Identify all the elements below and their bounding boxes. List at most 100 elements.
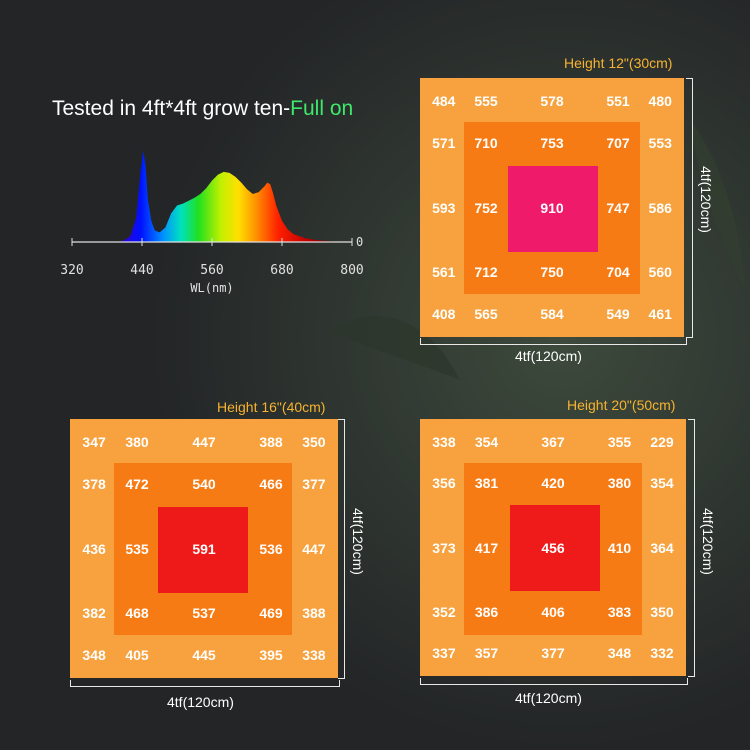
panel-2-cell-r3-c1: 436 bbox=[82, 540, 106, 557]
panel-1-height-label: 4tf(120cm) bbox=[698, 166, 714, 233]
panel-1-cell-r3-c2: 752 bbox=[474, 199, 498, 216]
panel-2-cell-r5-c1: 348 bbox=[82, 646, 106, 663]
spectrum-area bbox=[118, 150, 341, 242]
panel-2-cell-r3-c2: 535 bbox=[125, 540, 149, 557]
panel-2-cell-r3-c3: 591 bbox=[192, 540, 216, 557]
panel-2-cell-r4-c5: 388 bbox=[302, 605, 326, 622]
panel-2-cell-r1-c5: 350 bbox=[302, 434, 326, 451]
panel-1-cell-r5-c5: 461 bbox=[648, 305, 672, 322]
panel-2-cell-r3-c4: 536 bbox=[259, 540, 283, 557]
panel-3-cell-r4-c4: 383 bbox=[607, 603, 632, 620]
panel-3-cell-r3-c2: 417 bbox=[474, 539, 499, 556]
panel-3-core-zone bbox=[510, 505, 600, 591]
panel-1-grid: 484 555 578 551 480 571 710 753 707 553 593 752 910 7… bbox=[420, 78, 684, 337]
headline-accent: Full on bbox=[290, 97, 354, 120]
panel-1-cell-r3-c1: 593 bbox=[432, 199, 456, 216]
panel-2-cell-r5-c3: 445 bbox=[192, 646, 216, 663]
panel-2-cell-r4-c4: 469 bbox=[259, 605, 283, 622]
panel-3-cell-r1-c5: 229 bbox=[650, 434, 674, 451]
panel-3-cell-r2-c2: 381 bbox=[474, 475, 499, 492]
panel-2-cell-r2-c1: 378 bbox=[82, 475, 106, 492]
panel-2-cell-r4-c3: 537 bbox=[192, 605, 216, 622]
panel-1-cell-r4-c1: 561 bbox=[432, 264, 456, 281]
panel-3-cell-r2-c3: 420 bbox=[541, 475, 565, 492]
panel-1-cell-r5-c2: 565 bbox=[474, 305, 498, 322]
panel-2-cell-r1-c1: 347 bbox=[82, 434, 106, 451]
panel-3-cell-r5-c5: 332 bbox=[650, 644, 674, 661]
panel-3-cell-r4-c3: 406 bbox=[541, 603, 565, 620]
panel-2-cell-r5-c5: 338 bbox=[302, 646, 326, 663]
x-tick-label-800: 800 bbox=[340, 263, 363, 278]
panel-3-cell-r2-c4: 380 bbox=[607, 475, 632, 492]
panel-2-cell-r5-c4: 395 bbox=[259, 646, 283, 663]
panel-3-grid: 338 354 367 355 229 356 381 420 380 354 373 417 456 4… bbox=[420, 419, 686, 676]
panel-2-title: Height 16"(40cm) bbox=[217, 399, 326, 415]
baseline-zero-label: 0 bbox=[356, 235, 363, 249]
panel-2-core-zone bbox=[158, 507, 248, 593]
panel-2-cell-r2-c4: 466 bbox=[259, 475, 283, 492]
panel-1-height-line bbox=[692, 78, 693, 338]
panel-3-cell-r4-c2: 386 bbox=[474, 603, 499, 620]
panel-1-cell-r1-c3: 578 bbox=[540, 93, 564, 110]
panel-1-cell-r5-c4: 549 bbox=[606, 305, 630, 322]
panel-2-cell-r2-c5: 377 bbox=[302, 475, 326, 492]
panel-2-cell-r1-c3: 447 bbox=[192, 434, 216, 451]
panel-1-width-label: 4tf(120cm) bbox=[515, 348, 582, 364]
panel-3-title: Height 20"(50cm) bbox=[567, 397, 676, 413]
panel-1-cell-r4-c3: 750 bbox=[540, 264, 564, 281]
panel-3-cell-r4-c1: 352 bbox=[432, 603, 456, 620]
panel-3-height-line bbox=[694, 419, 695, 677]
panel-2-cell-r3-c5: 447 bbox=[302, 540, 326, 557]
panel-2-cell-r1-c2: 380 bbox=[125, 434, 149, 451]
panel-2-width-line bbox=[70, 686, 340, 687]
panel-3-cell-r1-c1: 338 bbox=[432, 434, 456, 451]
x-tick-label-560: 560 bbox=[200, 263, 223, 278]
panel-1-title: Height 12"(30cm) bbox=[564, 55, 673, 71]
panel-2-width-tick-right bbox=[339, 680, 340, 687]
panel-2-width-label: 4tf(120cm) bbox=[167, 694, 234, 710]
panel-2-height-tick-top bbox=[338, 419, 345, 420]
panel-3-cell-r3-c3: 456 bbox=[541, 539, 565, 556]
panel-1-cell-r2-c1: 571 bbox=[432, 134, 456, 151]
panel-1-width-line bbox=[420, 344, 686, 345]
headline-main: Tested in 4ft*4ft grow ten- bbox=[52, 97, 291, 120]
panel-1-cell-r1-c2: 555 bbox=[474, 93, 498, 110]
x-axis-title: WL(nm) bbox=[190, 281, 233, 295]
panel-3-height-label: 4tf(120cm) bbox=[700, 508, 716, 575]
panel-1-cell-r1-c1: 484 bbox=[432, 93, 456, 110]
panel-3-cell-r5-c2: 357 bbox=[474, 644, 499, 661]
panel-3-cell-r3-c5: 364 bbox=[650, 539, 674, 556]
panel-3-cell-r3-c1: 373 bbox=[432, 539, 456, 556]
panel-2-height-label: 4tf(120cm) bbox=[350, 508, 366, 575]
panel-1-width-tick-left bbox=[420, 338, 421, 345]
panel-2-cell-r5-c2: 405 bbox=[125, 646, 149, 663]
panel-1-cell-r4-c4: 704 bbox=[606, 264, 630, 281]
panel-3-width-tick-right bbox=[687, 678, 688, 685]
panel-1-height-tick-top bbox=[686, 78, 693, 79]
x-tick-label-680: 680 bbox=[270, 263, 293, 278]
panel-2-cell-r4-c2: 468 bbox=[125, 605, 149, 622]
panel-1-cell-r2-c5: 553 bbox=[648, 134, 672, 151]
panel-1-cell-r4-c5: 560 bbox=[648, 264, 672, 281]
panel-3-width-tick-left bbox=[420, 678, 421, 685]
x-tick-label-320: 320 bbox=[60, 263, 83, 278]
x-tick-label-440: 440 bbox=[130, 263, 153, 278]
panel-3-cell-r1-c2: 354 bbox=[474, 434, 499, 451]
panel-3-cell-r1-c4: 355 bbox=[607, 434, 632, 451]
panel-2-width-tick-left bbox=[70, 680, 71, 687]
panel-3-height-tick-bottom bbox=[688, 676, 695, 677]
panel-1-cell-r2-c2: 710 bbox=[474, 134, 498, 151]
panel-3-height-tick-top bbox=[688, 419, 695, 420]
panel-2-cell-r1-c4: 388 bbox=[259, 434, 283, 451]
panel-1-cell-r4-c2: 712 bbox=[474, 264, 498, 281]
panel-2-height-tick-bottom bbox=[338, 678, 345, 679]
panel-3-width-label: 4tf(120cm) bbox=[515, 690, 582, 706]
panel-1-width-tick-right bbox=[686, 338, 687, 345]
panel-1-cell-r2-c4: 707 bbox=[606, 134, 630, 151]
x-ticks: 320 440 560 680 800 bbox=[60, 238, 364, 278]
panel-3-cell-r5-c1: 337 bbox=[432, 644, 456, 661]
panel-2-cell-r2-c3: 540 bbox=[192, 475, 216, 492]
panel-1-cell-r3-c5: 586 bbox=[648, 199, 672, 216]
panel-3-cell-r2-c5: 354 bbox=[650, 475, 674, 492]
panel-1-core-zone bbox=[508, 166, 598, 252]
